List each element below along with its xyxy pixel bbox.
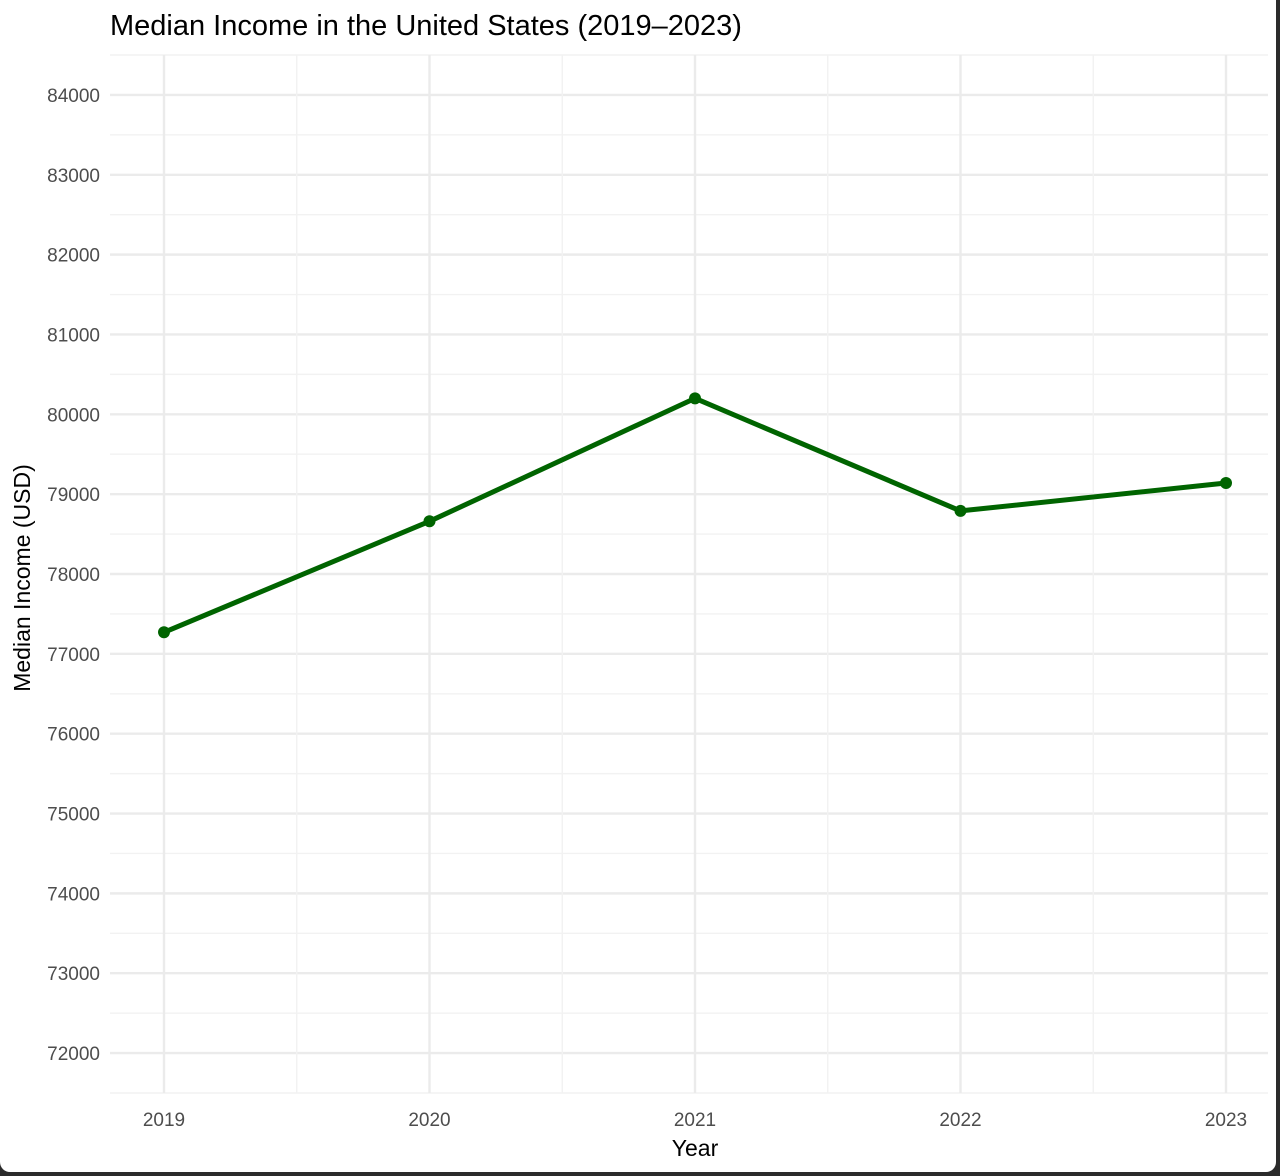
x-axis-title: Year xyxy=(672,1135,719,1161)
data-point xyxy=(158,626,170,639)
tick-labels: 72000 73000 74000 75000 76000 77000 78000 79000… xyxy=(47,86,1247,1131)
y-tick-label: 75000 xyxy=(47,805,100,826)
x-tick-label: 2019 xyxy=(143,1110,185,1131)
data-point xyxy=(689,392,701,405)
y-tick-label: 72000 xyxy=(47,1044,100,1065)
x-tick-label: 2023 xyxy=(1205,1110,1247,1131)
x-tick-label: 2020 xyxy=(408,1110,450,1131)
y-tick-label: 81000 xyxy=(47,325,100,346)
data-point xyxy=(1220,476,1232,489)
y-tick-label: 76000 xyxy=(47,725,100,746)
y-tick-label: 84000 xyxy=(47,86,100,107)
y-tick-label: 83000 xyxy=(47,166,100,187)
y-axis-title: Median Income (USD) xyxy=(9,464,35,692)
y-tick-label: 77000 xyxy=(47,645,100,666)
y-tick-label: 80000 xyxy=(47,405,100,426)
data-point xyxy=(954,504,967,517)
chart-title: Median Income in the United States (2019… xyxy=(110,10,742,42)
x-tick-label: 2021 xyxy=(674,1110,716,1131)
x-tick-label: 2022 xyxy=(939,1110,981,1131)
y-tick-label: 79000 xyxy=(47,485,100,506)
grid-lines xyxy=(110,54,1268,1094)
y-tick-label: 74000 xyxy=(47,884,100,905)
y-tick-label: 73000 xyxy=(47,964,100,985)
data-point xyxy=(423,515,436,528)
y-tick-label: 82000 xyxy=(47,246,100,267)
series-layer xyxy=(158,392,1232,639)
y-tick-label: 78000 xyxy=(47,565,100,586)
